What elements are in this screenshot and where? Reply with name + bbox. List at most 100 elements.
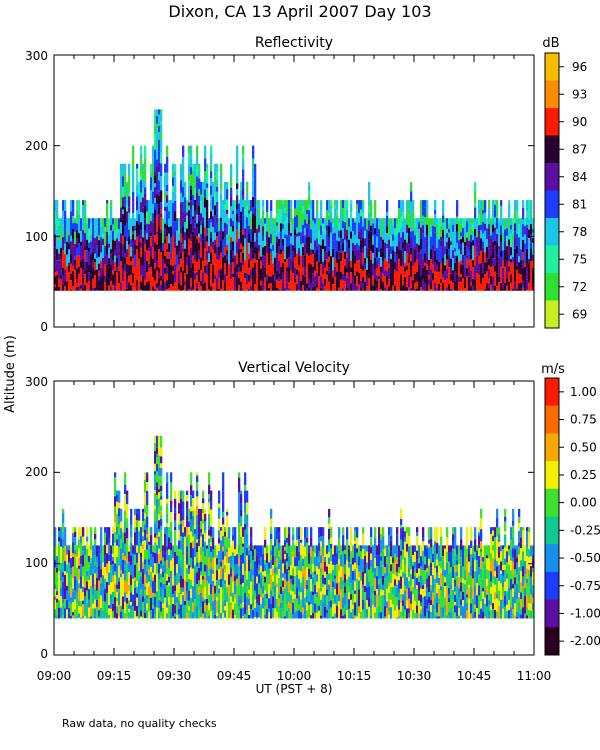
field-cell <box>352 218 355 232</box>
field-cell <box>248 605 251 615</box>
field-cell <box>158 261 161 269</box>
field-cell <box>520 218 523 222</box>
field-cell <box>206 605 209 612</box>
field-cell <box>258 224 261 233</box>
field-cell <box>366 277 369 281</box>
field-cell <box>346 591 349 605</box>
field-cell <box>150 211 153 218</box>
field-cell <box>146 490 149 500</box>
field-cell <box>522 236 525 240</box>
field-cell <box>214 244 217 254</box>
field-cell <box>120 589 123 597</box>
field-cell <box>342 238 345 244</box>
field-cell <box>364 555 367 566</box>
field-cell <box>350 260 353 268</box>
field-cell <box>496 222 499 229</box>
field-cell <box>230 617 233 619</box>
field-cell <box>126 616 129 619</box>
field-cell <box>470 270 473 283</box>
field-cell <box>222 213 225 219</box>
field-cell <box>280 215 283 224</box>
field-cell <box>222 480 225 492</box>
field-cell <box>196 182 199 193</box>
field-cell <box>342 273 345 281</box>
field-cell <box>226 563 229 575</box>
field-cell <box>110 264 113 277</box>
field-cell <box>136 606 139 617</box>
field-cell <box>444 246 447 255</box>
field-cell <box>216 616 219 619</box>
field-cell <box>512 218 515 222</box>
field-cell <box>86 576 89 582</box>
field-cell <box>262 226 265 236</box>
field-cell <box>170 200 173 211</box>
field-cell <box>300 612 303 619</box>
field-cell <box>202 232 205 240</box>
field-cell <box>416 243 419 254</box>
field-cell <box>524 234 527 244</box>
field-cell <box>244 513 247 524</box>
field-cell <box>70 280 73 290</box>
field-cell <box>262 545 265 554</box>
field-cell <box>402 272 405 286</box>
field-cell <box>278 617 281 619</box>
field-cell <box>402 212 405 221</box>
field-cell <box>220 269 223 275</box>
field-cell <box>190 267 193 279</box>
field-cell <box>262 553 265 560</box>
field-cell <box>196 496 199 506</box>
field-cell <box>466 286 469 291</box>
field-cell <box>480 283 483 291</box>
field-cell <box>324 599 327 607</box>
field-cell <box>332 608 335 617</box>
field-cell <box>428 266 431 275</box>
field-cell <box>242 195 245 200</box>
field-cell <box>88 264 91 273</box>
field-cell <box>420 256 423 265</box>
field-cell <box>286 591 289 604</box>
field-cell <box>222 524 225 536</box>
field-cell <box>288 566 291 571</box>
field-cell <box>80 564 83 577</box>
field-cell <box>256 545 259 556</box>
field-cell <box>478 235 481 245</box>
field-cell <box>212 264 215 271</box>
field-cell <box>238 238 241 250</box>
field-cell <box>338 241 341 252</box>
field-cell <box>366 545 369 552</box>
field-cell <box>156 141 159 149</box>
field-cell <box>144 590 147 599</box>
field-cell <box>334 236 337 249</box>
field-cell <box>316 254 319 262</box>
field-cell <box>128 572 131 579</box>
field-cell <box>62 513 65 524</box>
field-cell <box>346 218 349 230</box>
field-cell <box>320 563 323 569</box>
field-cell <box>432 255 435 261</box>
field-cell <box>142 617 145 619</box>
field-cell <box>328 256 331 263</box>
field-cell <box>404 266 407 272</box>
field-cell <box>342 280 345 289</box>
field-cell <box>288 200 291 212</box>
field-cell <box>294 584 297 595</box>
field-cell <box>332 604 335 609</box>
field-cell <box>142 224 145 238</box>
field-cell <box>94 227 97 239</box>
field-cell <box>290 612 293 619</box>
field-cell <box>118 271 121 284</box>
field-cell <box>394 269 397 276</box>
field-cell <box>120 222 123 234</box>
field-cell <box>152 246 155 259</box>
field-cell <box>430 263 433 270</box>
field-cell <box>204 242 207 249</box>
field-cell <box>370 200 373 211</box>
field-cell <box>480 224 483 231</box>
field-cell <box>148 268 151 274</box>
field-cell <box>184 580 187 589</box>
field-cell <box>160 573 163 579</box>
field-cell <box>154 218 157 223</box>
field-cell <box>508 229 511 240</box>
field-cell <box>446 269 449 275</box>
field-cell <box>298 256 301 266</box>
